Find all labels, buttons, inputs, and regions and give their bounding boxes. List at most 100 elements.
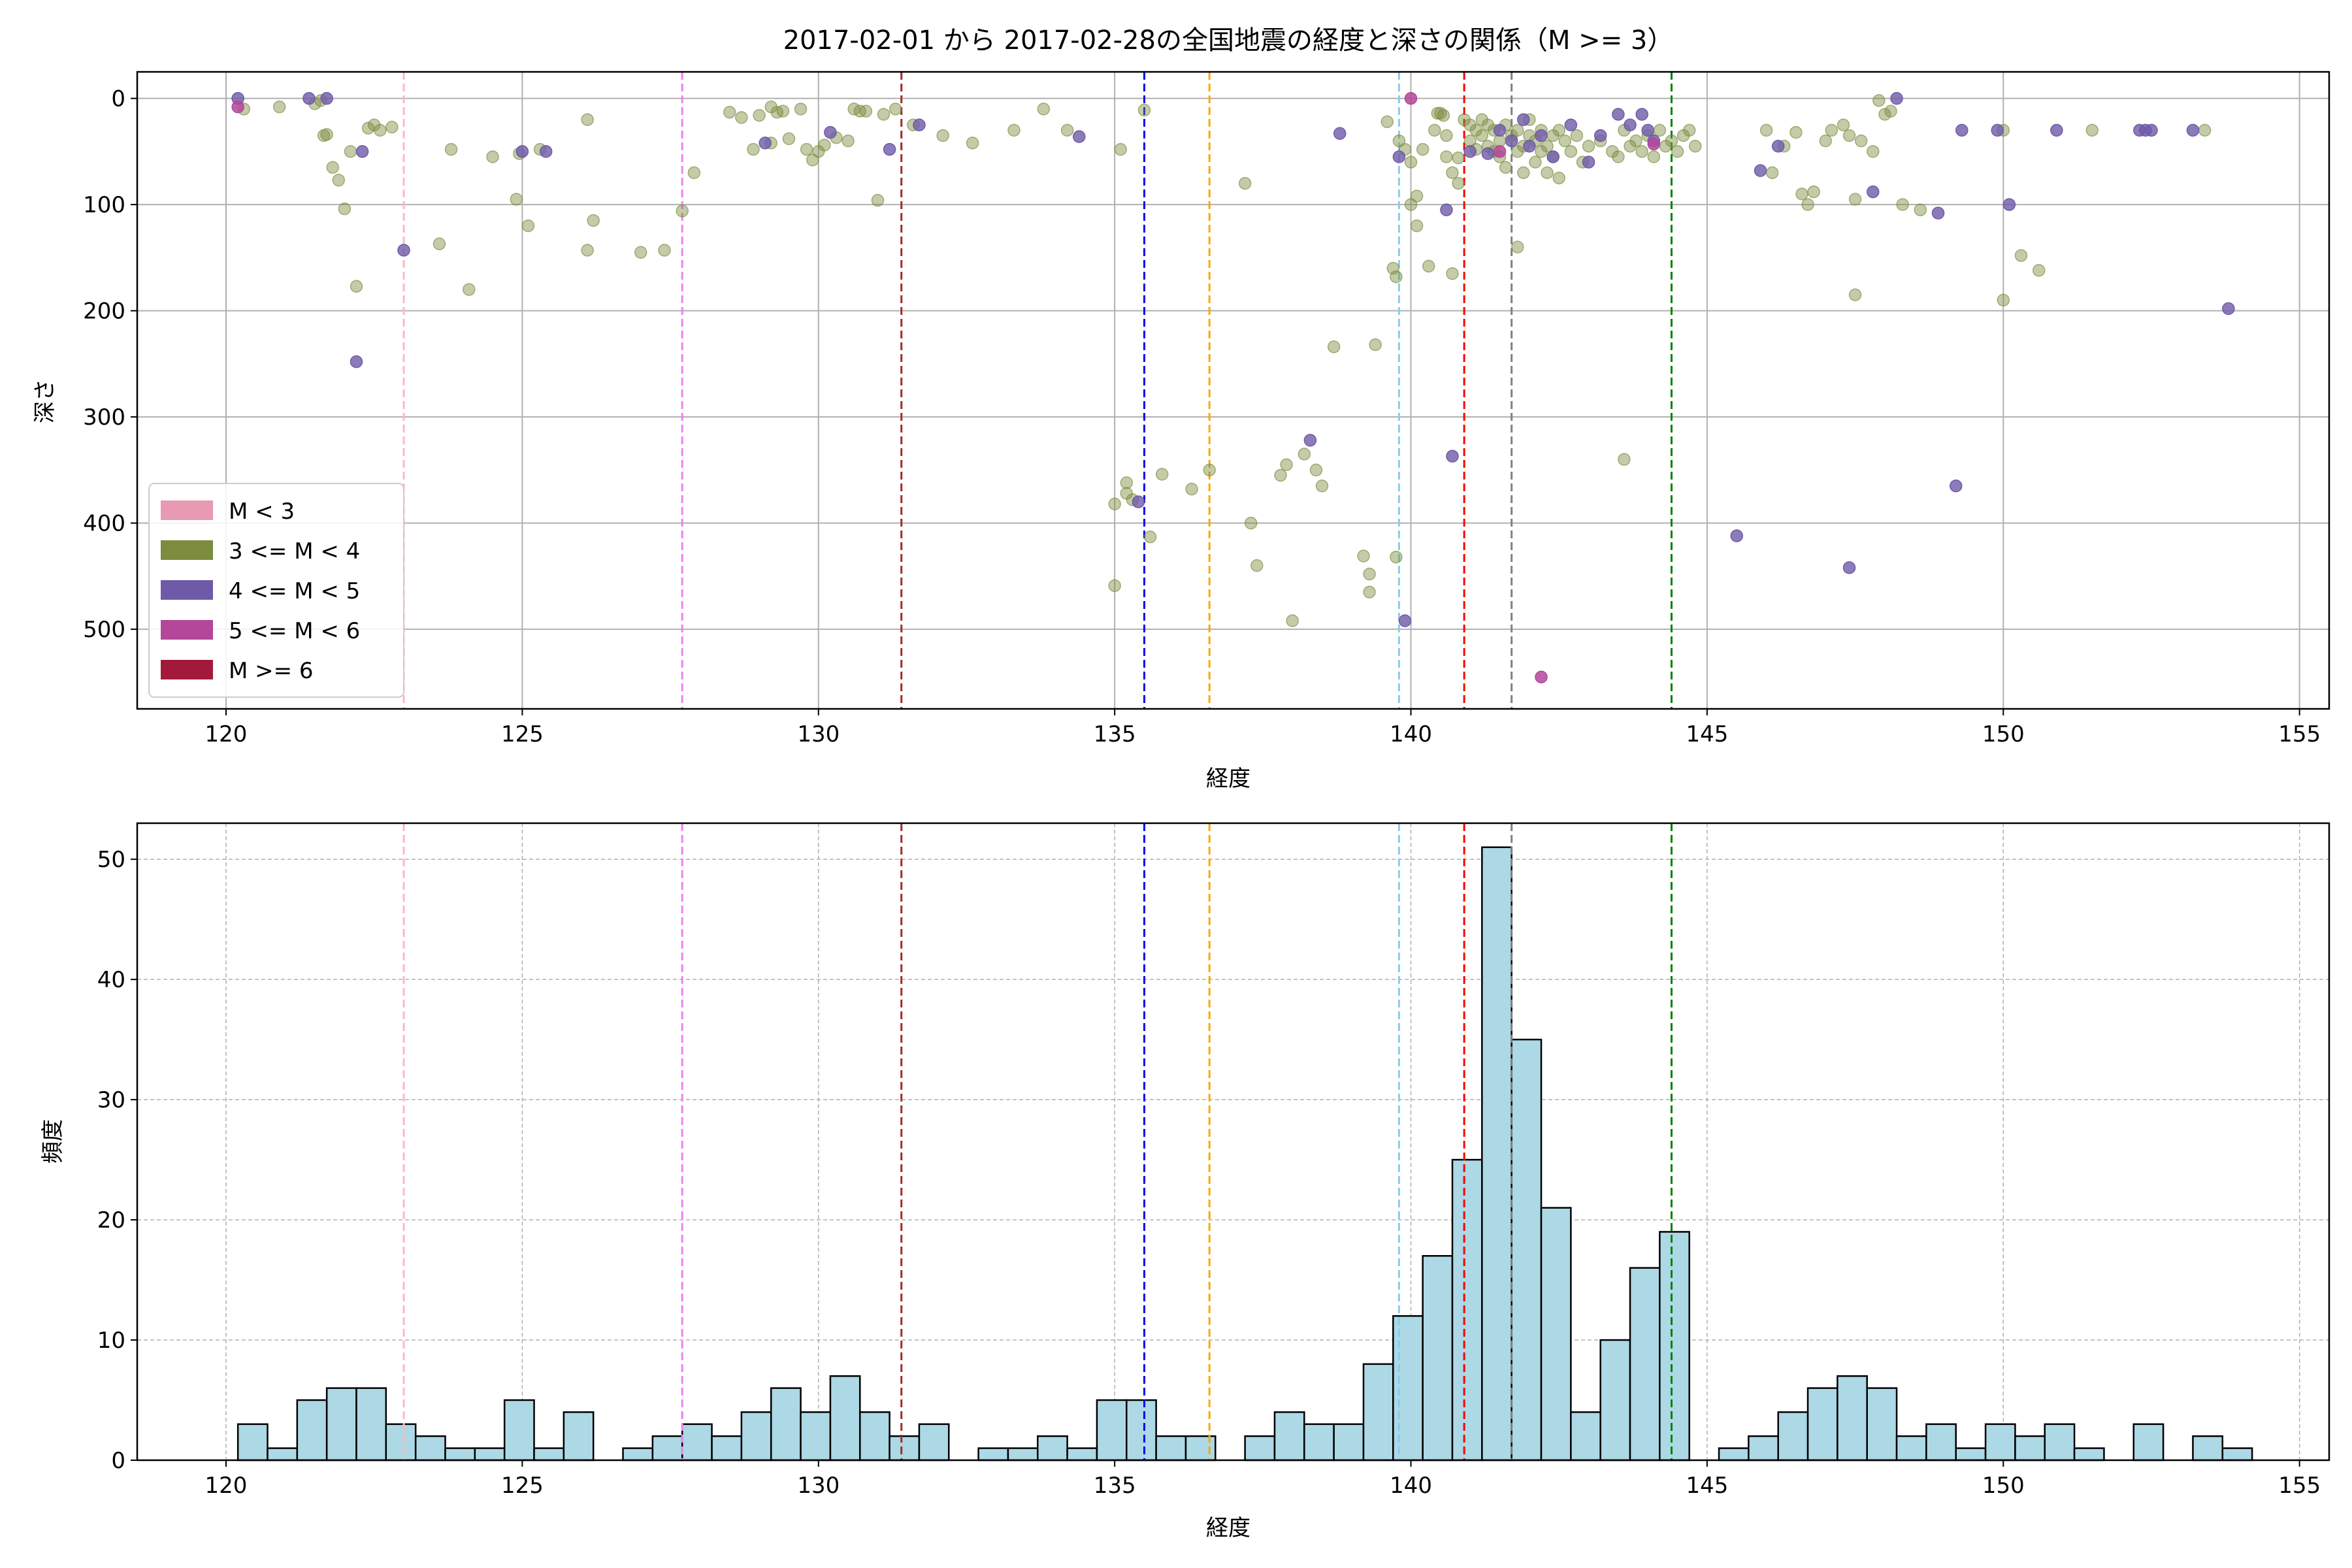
histogram-bar — [1570, 1411, 1601, 1462]
scatter-point — [231, 100, 244, 114]
histogram-bar — [1748, 1435, 1779, 1462]
histogram-bar — [2221, 1447, 2253, 1462]
histogram-bar — [1126, 1399, 1157, 1462]
scatter-point — [350, 355, 363, 368]
scatter-point — [1137, 103, 1151, 117]
y-tick-label: 30 — [97, 1087, 125, 1113]
scatter-point — [1380, 115, 1394, 129]
scatter-point — [676, 204, 689, 218]
scatter-point — [1535, 129, 1548, 142]
scatter-point — [1446, 267, 1459, 280]
scatter-point — [1582, 155, 1595, 169]
x-tick-label: 135 — [1094, 1473, 1136, 1499]
scatter-point — [1546, 150, 1560, 163]
histogram-bar — [296, 1399, 328, 1462]
scatter-point — [2186, 123, 2200, 137]
histogram-bar — [977, 1447, 1009, 1462]
scatter-point — [1481, 147, 1495, 160]
y-tick-label: 500 — [83, 617, 125, 643]
scatter-point — [1250, 559, 1264, 572]
scatter-point — [1825, 123, 1838, 137]
histogram-reference-lines — [402, 823, 1673, 1460]
histogram-bar — [444, 1447, 476, 1462]
y-tick-label: 0 — [111, 86, 125, 112]
scatter-legend: M < 3 3 <= M < 4 4 <= M < 5 5 <= M < 6 M >= … — [148, 483, 404, 698]
histogram-bar — [1451, 1158, 1483, 1462]
histogram-bar — [1096, 1399, 1128, 1462]
scatter-point — [1653, 123, 1667, 137]
scatter-point — [515, 145, 529, 158]
histogram-bar — [622, 1447, 654, 1462]
scatter-x-ticks: 120 125 130 135 140 145 150 155 — [205, 709, 2321, 747]
scatter-point — [1060, 123, 1074, 137]
y-tick-label: 0 — [111, 1448, 125, 1474]
scatter-point — [1309, 463, 1323, 477]
histogram-bar — [2014, 1435, 2046, 1462]
histogram-bar — [1155, 1435, 1187, 1462]
histogram-y-axis-label: 頻度 — [40, 1119, 66, 1164]
histogram-bar — [1511, 1038, 1543, 1462]
scatter-point — [463, 283, 476, 296]
histogram-bar — [2073, 1447, 2105, 1462]
scatter-point — [1671, 145, 1684, 158]
scatter-point — [1440, 150, 1453, 163]
scatter-point — [2050, 123, 2063, 137]
x-tick-label: 130 — [797, 1473, 840, 1499]
scatter-point — [1446, 449, 1459, 463]
legend-swatch — [161, 660, 213, 679]
x-tick-label: 120 — [205, 721, 248, 747]
scatter-point — [1931, 206, 1945, 220]
scatter-point — [1274, 468, 1287, 482]
scatter-point — [1564, 145, 1578, 158]
scatter-point — [1541, 166, 1554, 180]
scatter-point — [1641, 123, 1654, 137]
scatter-point — [735, 111, 748, 124]
scatter-point — [824, 125, 837, 139]
scatter-point — [859, 105, 873, 118]
scatter-point — [1369, 338, 1382, 351]
scatter-point — [877, 108, 890, 121]
histogram-bar — [325, 1387, 357, 1462]
legend-swatch — [161, 620, 213, 640]
histogram-bar — [474, 1447, 506, 1462]
scatter-point — [936, 129, 949, 142]
scatter-y-axis-label: 深さ — [32, 379, 58, 423]
figure-title: 2017-02-01 から 2017-02-28の全国地震の経度と深さの関係（M… — [783, 25, 1674, 56]
histogram-bar — [1629, 1267, 1661, 1462]
scatter-point — [1203, 463, 1216, 477]
histogram-bar — [1895, 1435, 1927, 1462]
scatter-point — [1440, 203, 1453, 216]
scatter-point — [1517, 166, 1530, 180]
scatter-point — [1754, 164, 1767, 177]
scatter-point — [776, 105, 790, 118]
histogram-bar — [2132, 1423, 2164, 1462]
scatter-point — [1635, 108, 1648, 121]
scatter-point — [1422, 259, 1435, 273]
scatter-point — [1185, 482, 1198, 496]
scatter-point — [587, 214, 600, 227]
scatter-point — [1286, 614, 1299, 627]
scatter-point — [581, 244, 594, 257]
histogram-bar — [800, 1411, 832, 1462]
scatter-point — [1759, 123, 1773, 137]
scatter-point — [1689, 140, 1702, 153]
scatter-point — [800, 142, 813, 156]
scatter-point — [1564, 118, 1578, 131]
scatter-point — [1493, 134, 1507, 148]
scatter-point — [1558, 134, 1572, 148]
scatter-point — [444, 142, 458, 156]
histogram-bar — [1303, 1423, 1335, 1462]
x-tick-label: 130 — [797, 721, 840, 747]
scatter-point — [841, 134, 855, 148]
scatter-point — [1280, 458, 1293, 471]
scatter-point — [1914, 203, 1927, 216]
legend-swatch — [161, 500, 213, 520]
histogram-bar — [1837, 1375, 1868, 1462]
scatter-point — [1511, 123, 1524, 137]
scatter-point — [1612, 150, 1625, 163]
scatter-point — [1801, 198, 1814, 211]
scatter-point — [1404, 91, 1418, 105]
scatter-point — [1647, 150, 1661, 163]
scatter-point — [1404, 155, 1418, 169]
scatter-point — [1108, 497, 1121, 511]
